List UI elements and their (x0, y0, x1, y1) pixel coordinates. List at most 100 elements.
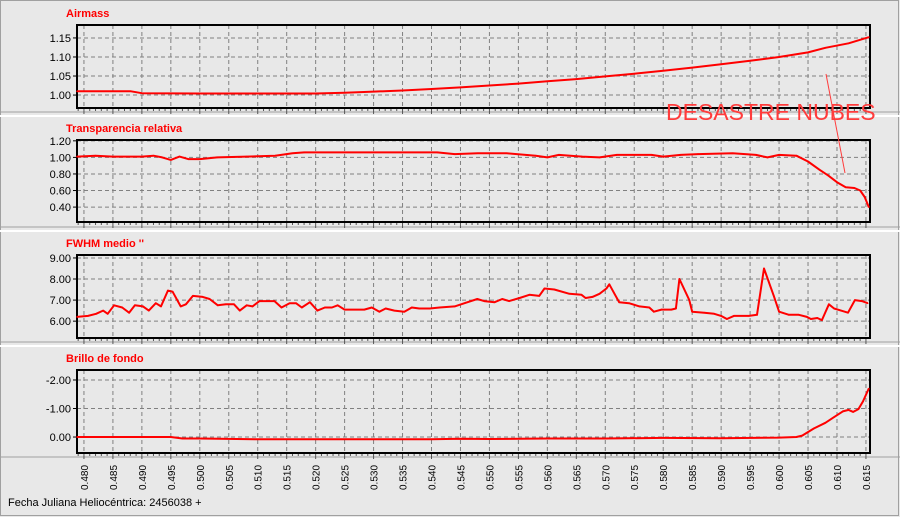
data-point (847, 311, 849, 314)
data-point (528, 294, 531, 296)
data-point (568, 292, 571, 295)
data-point (506, 152, 508, 155)
data-point (598, 292, 601, 295)
data-point (844, 186, 847, 189)
data-point (650, 154, 653, 156)
x-tick-label: 0.510 (254, 465, 265, 490)
data-point (868, 36, 870, 38)
data-point (608, 283, 611, 286)
data-point (713, 312, 715, 315)
data-point (653, 310, 655, 313)
data-point (256, 92, 259, 95)
data-point (295, 302, 297, 305)
data-point (648, 306, 651, 309)
data-point (258, 300, 261, 302)
data-point (256, 438, 259, 441)
y-tick-label: 0.80 (50, 169, 71, 181)
data-point (141, 92, 143, 94)
data-point (852, 411, 855, 413)
data-point (675, 307, 677, 310)
data-point (179, 305, 182, 308)
data-point (187, 158, 190, 160)
data-point (141, 436, 143, 438)
data-point (309, 301, 311, 303)
data-point (662, 155, 665, 158)
y-tick-label: -2.00 (46, 375, 71, 387)
data-point (273, 300, 276, 302)
data-point (773, 295, 775, 297)
series-line (77, 36, 870, 95)
data-point (238, 309, 241, 312)
data-point (331, 306, 333, 309)
data-point (343, 151, 346, 154)
data-point (401, 151, 404, 154)
x-tick-label: 0.505 (225, 465, 236, 490)
data-point (314, 92, 317, 95)
data-point (280, 306, 283, 309)
data-point (430, 88, 433, 90)
y-tick-label: 1.15 (50, 33, 71, 45)
plot-area (76, 24, 871, 109)
data-point (372, 90, 375, 93)
data-point (251, 305, 254, 308)
data-point (821, 319, 823, 321)
data-point (142, 305, 144, 308)
data-point (801, 434, 804, 437)
data-point (343, 308, 346, 311)
data-point (763, 267, 765, 270)
data-point (662, 437, 665, 439)
data-point (720, 437, 722, 439)
data-point (76, 436, 78, 438)
data-point (453, 305, 456, 308)
y-tick-label: 8.00 (50, 274, 71, 286)
data-point (824, 421, 827, 424)
x-axis-label: Fecha Juliana Heliocéntrica: 2456038 + (8, 497, 202, 509)
data-point (778, 310, 780, 313)
plot-area (76, 139, 871, 223)
data-point (493, 301, 496, 303)
data-point (170, 159, 172, 161)
data-point (720, 315, 722, 317)
data-point (303, 151, 305, 154)
data-point (859, 189, 861, 192)
data-point (863, 196, 866, 198)
panel-title: Transparencia relativa (66, 123, 183, 135)
data-point (598, 156, 601, 159)
data-point (581, 155, 583, 158)
data-point (477, 152, 479, 155)
data-point (401, 89, 404, 92)
data-point (605, 287, 608, 290)
data-point (604, 437, 607, 440)
y-tick-label: 0.40 (50, 202, 71, 214)
data-point (508, 300, 510, 302)
data-point (154, 302, 157, 305)
data-point (854, 299, 856, 301)
annotation-text: DESASTRE NUBES (666, 99, 876, 125)
data-point (233, 303, 235, 306)
data-point (628, 302, 630, 305)
data-point (558, 154, 560, 156)
x-tick-label: 0.570 (601, 465, 612, 490)
data-point (517, 82, 520, 85)
data-point (847, 409, 850, 411)
data-point (795, 154, 798, 157)
data-point (697, 153, 699, 155)
data-point (688, 299, 691, 301)
data-point (483, 300, 486, 302)
data-point (778, 154, 780, 156)
x-tick-label: 0.495 (167, 465, 178, 490)
data-point (862, 400, 864, 403)
x-tick-label: 0.485 (109, 465, 120, 490)
data-point (857, 408, 860, 410)
data-point (868, 387, 870, 390)
data-point (660, 308, 663, 311)
data-point (818, 169, 821, 171)
x-tick-label: 0.610 (833, 465, 844, 490)
data-point (171, 290, 174, 293)
data-point (199, 158, 201, 160)
data-point (181, 437, 184, 440)
data-point (795, 436, 798, 438)
data-point (129, 90, 132, 93)
data-point (428, 307, 431, 310)
